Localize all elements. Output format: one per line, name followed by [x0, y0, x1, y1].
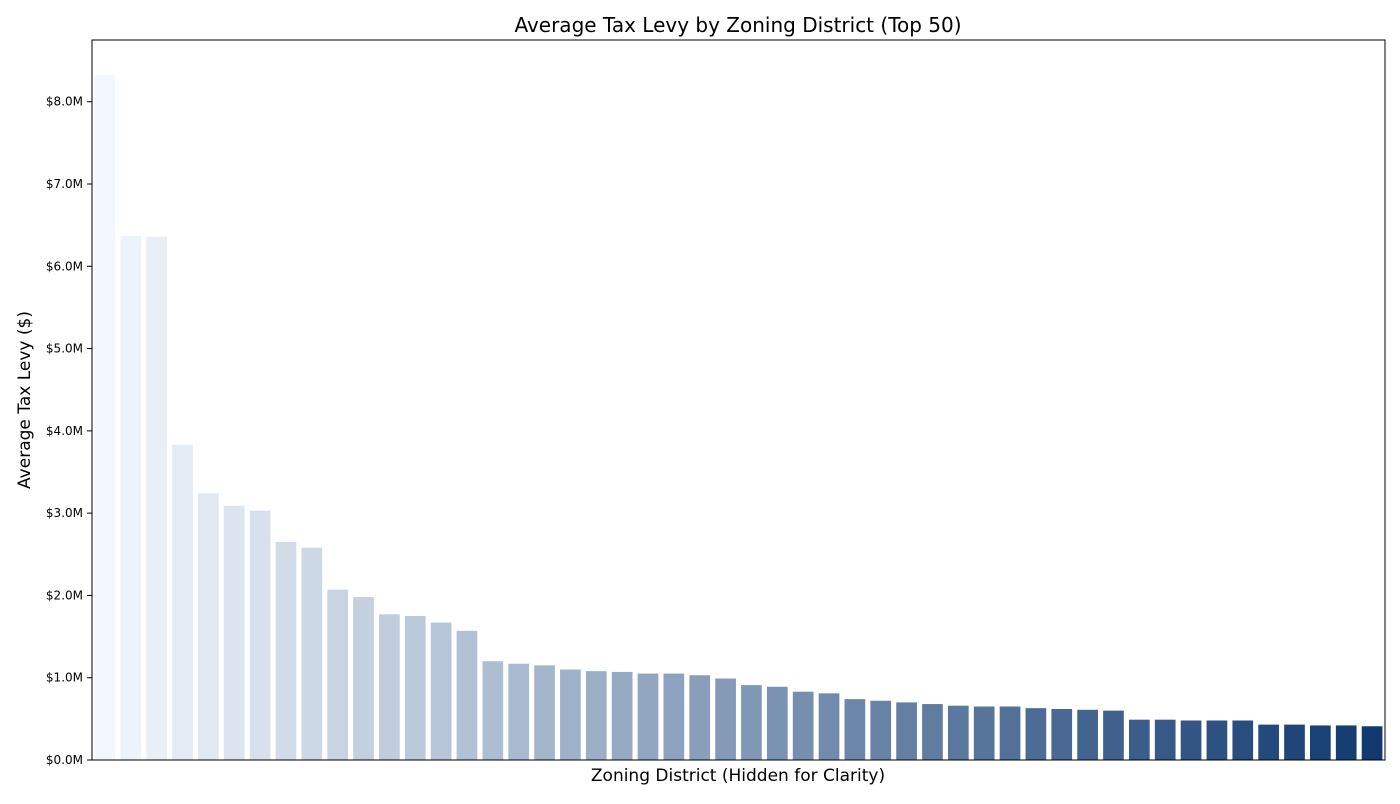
- bar-12: [379, 614, 400, 760]
- bar-40: [1103, 710, 1124, 760]
- y-axis-label: Average Tax Levy ($): [15, 311, 35, 489]
- bar-19: [560, 669, 581, 760]
- plot-area-frame: [91, 39, 1386, 761]
- bar-7: [249, 510, 271, 760]
- bar-5: [198, 493, 219, 760]
- y-tick-label: $5.0M: [46, 342, 83, 356]
- bar-23: [663, 673, 685, 760]
- bar-18: [534, 665, 555, 760]
- bar-3: [146, 236, 167, 760]
- bars-group: [94, 74, 1383, 761]
- bar-17: [508, 663, 530, 760]
- bar-37: [1025, 708, 1047, 760]
- bar-42: [1154, 719, 1176, 760]
- y-tick-label: $6.0M: [46, 259, 83, 273]
- x-axis-label: Zoning District (Hidden for Clarity): [591, 766, 885, 786]
- bar-43: [1180, 720, 1202, 760]
- bar-39: [1077, 709, 1098, 760]
- bar-9: [301, 547, 323, 760]
- bar-34: [947, 705, 969, 760]
- y-axis-ticks: $0.0M $1.0M $2.0M $3.0M $4.0M $5.0M $6.0M $7.0M…: [46, 95, 92, 767]
- bar-1: [94, 74, 116, 760]
- bar-13: [404, 616, 426, 760]
- chart-title: Average Tax Levy by Zoning District (Top…: [514, 13, 961, 37]
- bar-38: [1051, 708, 1073, 760]
- bar-48: [1310, 725, 1331, 760]
- y-tick-label: $7.0M: [46, 177, 83, 191]
- bar-20: [585, 671, 607, 760]
- y-tick-label: $0.0M: [46, 753, 83, 767]
- bar-22: [637, 673, 659, 760]
- bar-31: [870, 700, 892, 760]
- bar-2: [120, 235, 142, 761]
- bar-28: [792, 691, 814, 760]
- bar-14: [430, 622, 452, 760]
- bar-25: [715, 678, 736, 760]
- bar-4: [172, 444, 193, 760]
- bar-46: [1258, 724, 1279, 760]
- y-tick-label: $1.0M: [46, 671, 83, 685]
- bar-21: [611, 671, 633, 760]
- y-tick-label: $2.0M: [46, 588, 83, 602]
- bar-36: [999, 706, 1021, 760]
- bar-35: [973, 706, 995, 760]
- bar-15: [456, 630, 478, 760]
- bar-41: [1128, 719, 1150, 760]
- bar-26: [741, 685, 762, 760]
- bar-6: [223, 505, 245, 760]
- bar-27: [766, 686, 788, 760]
- bar-24: [689, 675, 711, 760]
- bar-45: [1232, 720, 1254, 760]
- bar-16: [482, 661, 504, 760]
- y-tick-label: $3.0M: [46, 506, 83, 520]
- y-tick-label: $8.0M: [46, 95, 83, 109]
- bar-11: [353, 597, 374, 760]
- bar-10: [327, 589, 349, 760]
- bar-30: [844, 699, 866, 760]
- bar-49: [1335, 725, 1357, 760]
- bar-29: [818, 693, 840, 760]
- bar-8: [275, 541, 297, 760]
- bar-32: [896, 702, 917, 760]
- bar-44: [1206, 720, 1228, 760]
- bar-50: [1361, 726, 1383, 760]
- bar-47: [1284, 724, 1305, 760]
- bar-33: [922, 704, 943, 760]
- y-tick-label: $4.0M: [46, 424, 83, 438]
